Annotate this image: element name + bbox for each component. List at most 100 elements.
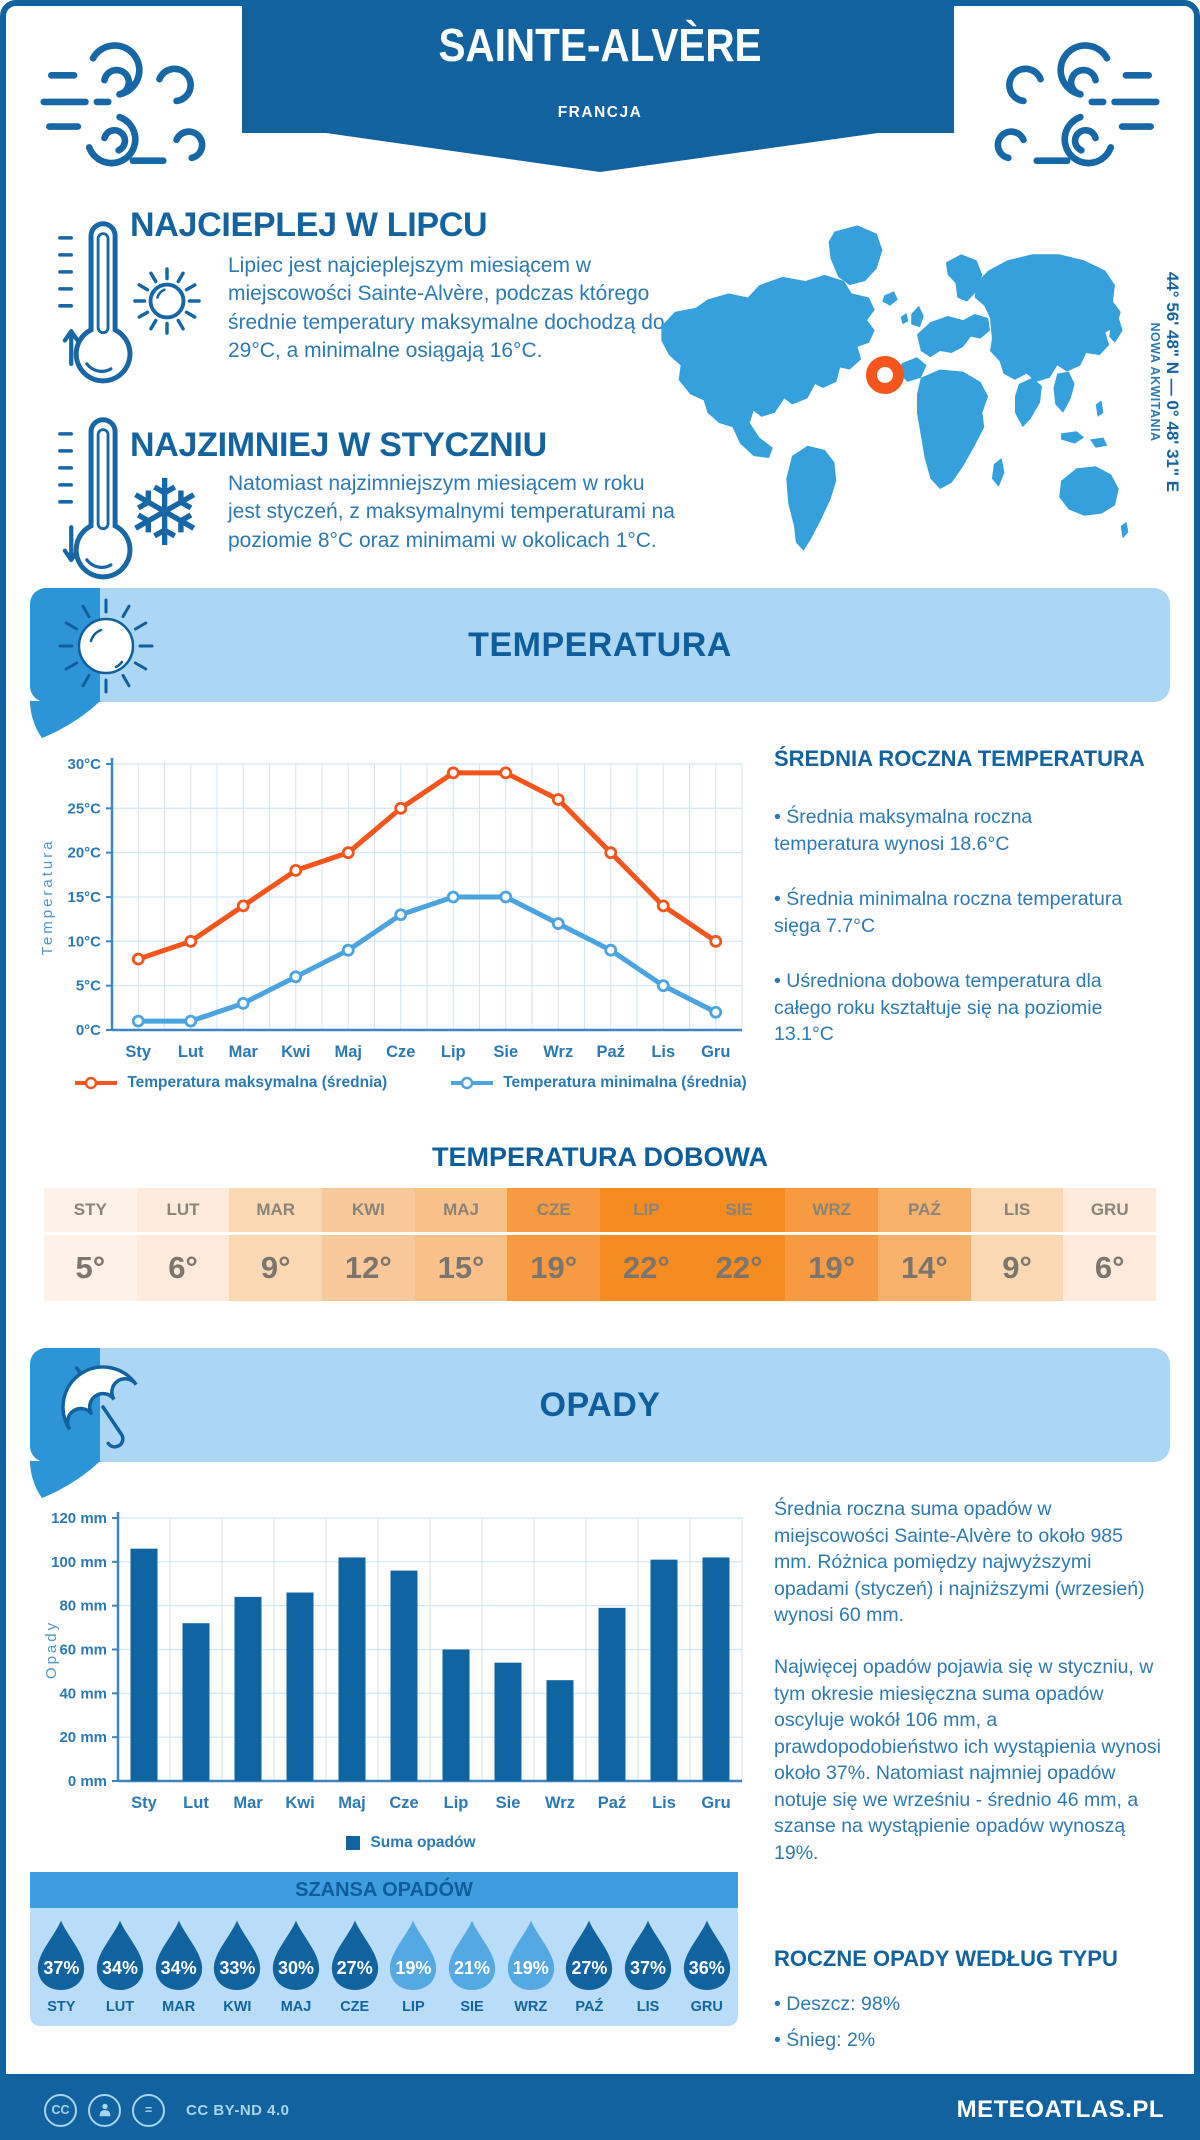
svg-text:Lis: Lis: [651, 1043, 675, 1061]
cc-icons: CC = CC BY-ND 4.0: [44, 2093, 290, 2127]
svg-text:100 mm: 100 mm: [51, 1554, 107, 1571]
svg-text:Gru: Gru: [701, 1794, 730, 1812]
type-bullet: • Śnieg: 2%: [774, 2029, 876, 2052]
drop-icon: [448, 1920, 496, 1990]
daily-temp-month: LIP: [600, 1188, 693, 1235]
drop-month: STY: [47, 1999, 76, 2015]
legend-max-marker: [75, 1076, 118, 1090]
daily-temp-cell: KWI 12°: [322, 1188, 415, 1301]
drop-month: MAJ: [280, 1999, 312, 2015]
drop-icon: [566, 1920, 613, 1990]
drop-month: WRZ: [514, 1999, 548, 2015]
drop-percent: 30%: [278, 1958, 315, 1978]
temperature-section-title: TEMPERATURA: [468, 625, 732, 664]
daily-temp-month: WRZ: [785, 1188, 879, 1235]
drop-icon: [38, 1920, 85, 1990]
precipitation-text-2: Najwięcej opadów pojawia się w styczniu,…: [774, 1656, 1161, 1864]
chance-drop: 37% LIS: [619, 1918, 678, 2015]
svg-text:30°C: 30°C: [67, 756, 101, 773]
svg-text:10°C: 10°C: [67, 933, 101, 950]
drop-month: GRU: [690, 1999, 723, 2015]
daily-temp-value: 22°: [600, 1235, 693, 1301]
drop-icon: [155, 1920, 202, 1990]
svg-text:Mar: Mar: [229, 1043, 259, 1061]
daily-temp-cell: CZE 19°: [507, 1188, 601, 1301]
daily-temp-month: CZE: [507, 1188, 601, 1235]
drop-month: LIS: [636, 1999, 660, 2015]
drop-icon: [331, 1920, 378, 1990]
summary-bullet: • Średnia maksymalna roczna temperatura …: [774, 806, 1033, 855]
legend-min-label: Temperatura minimalna (średnia): [503, 1074, 747, 1091]
daily-temp-value: 6°: [136, 1235, 230, 1301]
daily-temp-value: 9°: [970, 1235, 1064, 1301]
header-banner: [242, 6, 954, 172]
coordinates-text: 44° 56' 48" N — 0° 48' 31" E: [1163, 271, 1182, 493]
drop-percent: 34%: [160, 1958, 197, 1978]
legend-sum-label: Suma opadów: [370, 1834, 476, 1851]
drop-month: CZE: [340, 1999, 370, 2015]
cc-person-icon: [88, 2093, 121, 2127]
warmest-title: NAJCIEPLEJ W LIPCU: [130, 206, 488, 244]
daily-temp-month: STY: [44, 1188, 137, 1235]
drop-month: PAŹ: [575, 1999, 604, 2015]
chance-title: SZANSA OPADÓW: [30, 1872, 738, 1908]
daily-temp-value: 19°: [785, 1235, 879, 1301]
daily-temp-cell: WRZ 19°: [785, 1188, 879, 1301]
svg-text:0°C: 0°C: [76, 1022, 101, 1039]
license-label: CC BY-ND 4.0: [186, 2101, 290, 2119]
daily-temp-month: LUT: [136, 1188, 230, 1235]
daily-temp-cell: MAR 9°: [229, 1188, 323, 1301]
svg-text:Kwi: Kwi: [285, 1794, 314, 1812]
svg-text:Gru: Gru: [701, 1043, 730, 1061]
drop-percent: 37%: [43, 1958, 80, 1978]
drop-icon: [683, 1920, 730, 1990]
daily-temp-cell: MAJ 15°: [414, 1188, 508, 1301]
drop-icon: [507, 1920, 554, 1990]
daily-temp-value: 5°: [44, 1235, 137, 1301]
thermometer-warm-icon: [58, 221, 133, 384]
drop-percent: 19%: [395, 1958, 432, 1978]
drop-icon: [96, 1920, 144, 1990]
svg-text:Opady: Opady: [43, 1620, 60, 1679]
svg-text:Cze: Cze: [386, 1043, 415, 1061]
chance-drop: 27% PAŹ: [560, 1918, 619, 2015]
svg-text:Sie: Sie: [493, 1043, 518, 1061]
svg-text:20 mm: 20 mm: [59, 1729, 107, 1746]
drop-month: LIP: [402, 1999, 425, 2015]
drop-month: LUT: [105, 1999, 135, 2015]
thermometer-cold-icon: [58, 417, 133, 580]
legend-max-label: Temperatura maksymalna (średnia): [127, 1074, 388, 1091]
coordinates: 44° 56' 48" N — 0° 48' 31" E NOWA AKWITA…: [1140, 222, 1182, 542]
drop-percent: 37%: [630, 1958, 667, 1978]
daily-temp-value: 9°: [229, 1235, 323, 1301]
legend-sum-marker: [346, 1836, 361, 1850]
svg-text:40 mm: 40 mm: [59, 1685, 107, 1702]
banner-curl: [30, 701, 100, 738]
daily-temp-cell: LIP 22°: [600, 1188, 693, 1301]
temperature-banner: TEMPERATURA: [30, 588, 1170, 702]
banner-curl: [30, 1461, 100, 1498]
umbrella-icon: [61, 1365, 138, 1449]
svg-text:Maj: Maj: [338, 1794, 366, 1812]
chance-drop: 27% CZE: [325, 1918, 384, 2015]
wind-icon: [40, 42, 206, 167]
svg-text:15°C: 15°C: [67, 889, 101, 906]
temperature-summary-bullets: • Średnia maksymalna roczna temperatura …: [774, 804, 1134, 1076]
type-bullet: • Deszcz: 98%: [774, 1993, 901, 2015]
world-map: [661, 225, 1129, 551]
drop-percent: 36%: [688, 1958, 725, 1978]
svg-text:5°C: 5°C: [76, 978, 101, 995]
daily-temp-month: MAJ: [414, 1188, 508, 1235]
temperature-summary-title: ŚREDNIA ROCZNA TEMPERATURA: [774, 746, 1145, 771]
region-text: NOWA AKWITANIA: [1148, 322, 1162, 442]
footer: CC = CC BY-ND 4.0 METEOATLAS.PL: [6, 2074, 1194, 2134]
daily-temp-cell: STY 5°: [44, 1188, 137, 1301]
svg-text:Sty: Sty: [125, 1043, 152, 1061]
precipitation-legend: Suma opadów: [66, 1834, 756, 1852]
location-marker: [866, 356, 904, 394]
drop-percent: 34%: [101, 1958, 139, 1978]
svg-text:80 mm: 80 mm: [59, 1598, 107, 1615]
daily-temp-cell: LUT 6°: [136, 1188, 230, 1301]
banner-sun-icon: [58, 598, 154, 694]
svg-text:0 mm: 0 mm: [68, 1773, 107, 1790]
